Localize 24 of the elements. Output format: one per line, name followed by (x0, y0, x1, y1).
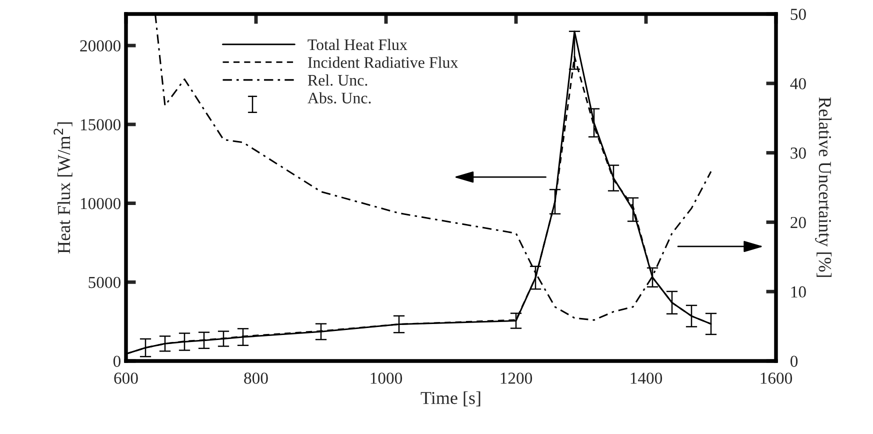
y-axis-title: Heat Flux [W/m$^{2}$] (54, 122, 72, 254)
y-tick-label: 10000 (80, 198, 121, 210)
y2-tick-label: 40 (790, 78, 806, 90)
y-tick-label: 20000 (80, 40, 121, 52)
x-tick-label: 600 (114, 372, 138, 384)
legend-label: Incident Radiative Flux (308, 56, 458, 68)
y-tick-label: 5000 (88, 276, 121, 288)
x-tick-label: 1200 (500, 372, 532, 384)
x-axis-title: Time [s] (420, 391, 480, 406)
x-tick-label: 1600 (760, 372, 792, 384)
y2-tick-label: 0 (790, 356, 798, 367)
legend-label: Total Heat Flux (308, 38, 408, 50)
x-tick-label: 1000 (370, 372, 402, 384)
annotation: Abs. Unc. (308, 92, 371, 104)
y2-tick-label: 30 (790, 148, 806, 159)
x-tick-label: 1400 (630, 372, 662, 384)
x-tick-label: 800 (244, 372, 268, 384)
y2-tick-label: 50 (790, 8, 806, 20)
y-tick-label: 15000 (80, 119, 121, 130)
y2-axis-title: Relative Uncertainty [%] (815, 97, 832, 277)
y-tick-label: 0 (113, 356, 121, 367)
y2-tick-label: 20 (790, 216, 806, 228)
y2-tick-label: 10 (791, 286, 806, 298)
legend-label: Rel. Unc. (308, 74, 368, 86)
